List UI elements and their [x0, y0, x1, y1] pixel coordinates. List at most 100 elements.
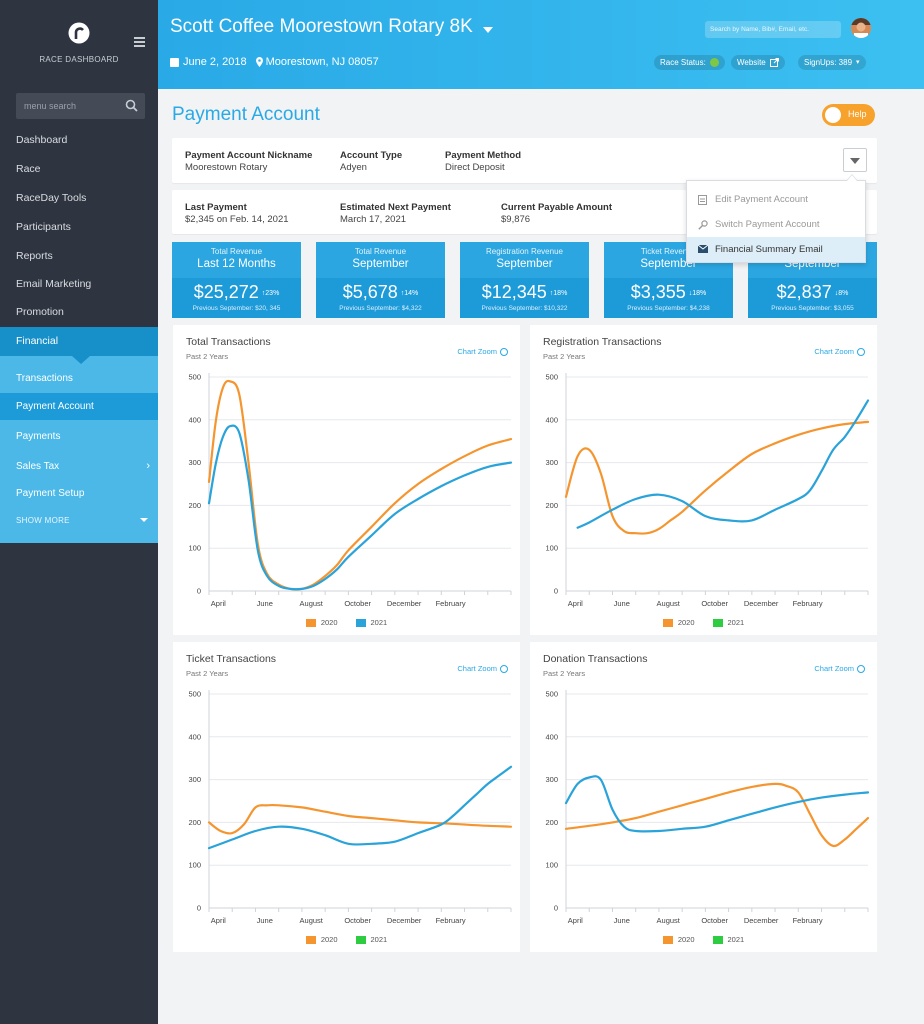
menu-toggle-icon[interactable]: [134, 37, 145, 47]
total-transactions-chart[interactable]: 0 100 200 300 400 500 April June August October De…: [173, 325, 520, 635]
stat-period: September: [640, 258, 697, 270]
zoom-info-icon: [857, 347, 865, 356]
y-tick-label: 0: [554, 587, 558, 596]
sidebar-item-reports[interactable]: Reports: [16, 250, 53, 262]
legend-item[interactable]: 2021: [712, 618, 744, 627]
chart-zoom-button[interactable]: Chart Zoom: [814, 664, 865, 673]
y-tick-label: 100: [545, 544, 558, 553]
chart-zoom-button[interactable]: Chart Zoom: [814, 347, 865, 356]
payment-method-value: Direct Deposit: [445, 162, 505, 173]
financial-submenu: Transactions Payment Account Payments Sa…: [0, 356, 158, 543]
chart-title: Registration Transactions: [543, 336, 662, 348]
sidebar-subitem-payment-account[interactable]: Payment Account: [0, 393, 158, 420]
chart-zoom-button[interactable]: Chart Zoom: [457, 347, 508, 356]
next-payment-label: Estimated Next Payment: [340, 202, 451, 213]
last-payment-value: $2,345 on Feb. 14, 2021: [185, 214, 289, 225]
external-link-icon: [769, 58, 779, 67]
sidebar-item-race[interactable]: Race: [16, 163, 41, 175]
mail-icon: [698, 245, 708, 253]
signups-button[interactable]: SignUps: 389 ▾: [798, 55, 866, 70]
y-tick-label: 0: [197, 904, 201, 913]
x-tick-label: August: [657, 599, 681, 608]
y-tick-label: 200: [188, 501, 201, 510]
website-button[interactable]: Website: [731, 55, 785, 70]
sidebar-item-promotion[interactable]: Promotion: [16, 306, 64, 318]
chart-card-registration-transactions: Registration Transactions Past 2 Years C…: [530, 325, 877, 635]
y-tick-label: 400: [188, 732, 201, 741]
x-tick-label: December: [744, 599, 779, 608]
chart-title: Total Transactions: [186, 336, 271, 348]
series-line-2021[interactable]: [564, 775, 870, 833]
menu-item-financial-summary-email[interactable]: Financial Summary Email: [687, 237, 865, 262]
legend-item[interactable]: 2021: [712, 935, 744, 944]
sidebar-subitem-transactions[interactable]: Transactions: [16, 373, 73, 384]
series-line-2021[interactable]: [207, 424, 513, 591]
sidebar-item-raceday-tools[interactable]: RaceDay Tools: [16, 192, 87, 204]
chart-zoom-button[interactable]: Chart Zoom: [457, 664, 508, 673]
header-search-input[interactable]: [710, 21, 835, 38]
chart-zoom-label: Chart Zoom: [814, 347, 854, 356]
calendar-icon: [170, 57, 179, 67]
stat-previous: Previous September: $4,322: [339, 305, 422, 312]
menu-item-edit-payment-account[interactable]: Edit Payment Account: [687, 187, 865, 212]
key-icon: [698, 220, 708, 230]
sidebar-item-dashboard[interactable]: Dashboard: [16, 134, 68, 146]
series-line-2020[interactable]: [207, 379, 513, 591]
caret-down-icon: [140, 518, 148, 522]
stat-card[interactable]: Total Revenue September $5,678 ↑14% Previous…: [316, 242, 445, 318]
race-location: Moorestown, NJ 08057: [265, 56, 379, 68]
menu-item-switch-payment-account[interactable]: Switch Payment Account: [687, 212, 865, 237]
ticket-transactions-chart[interactable]: 0 100 200 300 400 500 April June August October De…: [173, 642, 520, 952]
account-actions-button[interactable]: [843, 148, 867, 172]
race-title[interactable]: Scott Coffee Moorestown Rotary 8K: [170, 16, 473, 37]
legend-label: 2020: [677, 618, 695, 627]
account-actions-menu: Edit Payment Account Switch Payment Acco…: [686, 174, 866, 263]
registration-transactions-chart[interactable]: 0 100 200 300 400 500 April June August October De…: [530, 325, 877, 635]
header-search[interactable]: [705, 21, 841, 38]
x-tick-label: June: [257, 599, 273, 608]
chart-legend: 2020 2021: [173, 618, 520, 627]
race-status-button[interactable]: Race Status:: [654, 55, 725, 70]
chart-subtitle: Past 2 Years: [186, 669, 229, 678]
menu-search-input[interactable]: [24, 93, 124, 119]
sidebar-subitem-sales-tax[interactable]: Sales Tax ›: [0, 453, 158, 480]
header: Scott Coffee Moorestown Rotary 8K June 2…: [158, 0, 924, 89]
legend-item[interactable]: 2020: [305, 935, 338, 944]
sidebar-subitem-payments[interactable]: Payments: [16, 431, 61, 442]
legend-item[interactable]: 2021: [355, 618, 387, 627]
sidebar-item-participants[interactable]: Participants: [16, 221, 71, 233]
sidebar-subitem-payment-setup[interactable]: Payment Setup: [16, 488, 85, 499]
stat-previous: Previous September: $20, 345: [192, 305, 281, 312]
stat-card[interactable]: Registration Revenue September $12,345 ↑18%…: [460, 242, 589, 318]
logo-icon[interactable]: [68, 22, 90, 44]
y-tick-label: 0: [554, 904, 558, 913]
show-more-button[interactable]: SHOW MORE: [0, 507, 158, 534]
legend-item[interactable]: 2021: [355, 935, 387, 944]
chart-legend: 2020 2021: [530, 618, 877, 627]
series-line-2020[interactable]: [564, 420, 870, 535]
legend-item[interactable]: 2020: [305, 618, 338, 627]
series-line-2021[interactable]: [207, 765, 513, 850]
series-line-2020[interactable]: [207, 803, 513, 835]
series-line-2020[interactable]: [564, 782, 870, 848]
stat-value: $3,355: [630, 282, 686, 302]
sidebar-item-email-marketing[interactable]: Email Marketing: [16, 278, 92, 290]
x-tick-label: December: [744, 916, 779, 925]
menu-search[interactable]: [16, 93, 145, 119]
search-icon[interactable]: [125, 99, 138, 112]
stat-value-row: $12,345 ↑18%: [460, 282, 589, 303]
avatar[interactable]: [851, 18, 871, 38]
donation-transactions-chart[interactable]: 0 100 200 300 400 500 April June August October De…: [530, 642, 877, 952]
stat-change: ↓18%: [688, 290, 707, 297]
x-tick-label: August: [300, 599, 324, 608]
legend-item[interactable]: 2020: [662, 935, 695, 944]
sidebar-item-financial[interactable]: Financial: [0, 327, 158, 356]
chart-subtitle: Past 2 Years: [186, 352, 229, 361]
account-type-value: Adyen: [340, 162, 367, 173]
help-toggle[interactable]: Help: [822, 104, 875, 126]
stat-value: $25,272: [193, 282, 259, 302]
series-line-2021[interactable]: [576, 399, 870, 529]
legend-item[interactable]: 2020: [662, 618, 695, 627]
race-switch-caret-icon[interactable]: [483, 27, 493, 33]
stat-card[interactable]: Total Revenue Last 12 Months $25,272 ↑23% Pr…: [172, 242, 301, 318]
